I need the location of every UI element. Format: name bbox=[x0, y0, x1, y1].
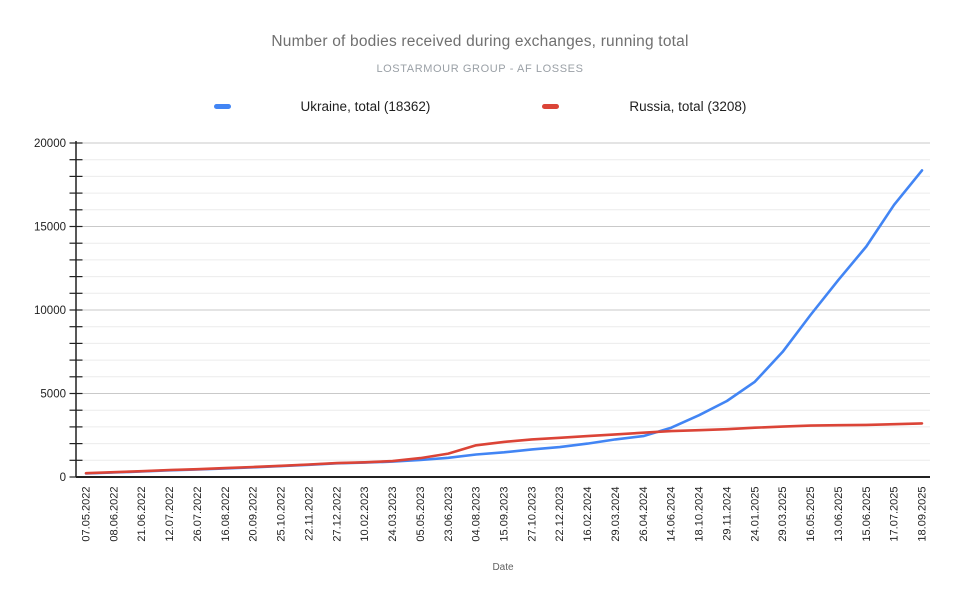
svg-text:07.05.2022: 07.05.2022 bbox=[81, 487, 93, 542]
svg-text:18.10.2024: 18.10.2024 bbox=[694, 487, 706, 542]
svg-text:27.10.2023: 27.10.2023 bbox=[526, 487, 538, 542]
legend-label-ukraine: Ukraine, total (18362) bbox=[300, 99, 431, 114]
axes bbox=[75, 141, 930, 478]
svg-text:24.01.2025: 24.01.2025 bbox=[749, 487, 761, 542]
y-axis-ticks bbox=[69, 142, 83, 478]
russia-series-line[interactable] bbox=[84, 422, 924, 475]
svg-text:26.04.2024: 26.04.2024 bbox=[638, 487, 650, 542]
svg-text:16.05.2025: 16.05.2025 bbox=[805, 487, 817, 542]
chart-subtitle: LOSTARMOUR GROUP - AF LOSSES bbox=[376, 63, 584, 75]
svg-text:10.02.2023: 10.02.2023 bbox=[359, 487, 371, 542]
ukraine-series-line[interactable] bbox=[84, 169, 924, 475]
svg-text:29.03.2025: 29.03.2025 bbox=[777, 487, 789, 542]
svg-text:20.09.2022: 20.09.2022 bbox=[248, 487, 260, 542]
y-axis-labels: 0 5000 10000 15000 20000 bbox=[34, 138, 66, 484]
legend-label-russia: Russia, total (3208) bbox=[629, 99, 747, 114]
svg-text:22.12.2023: 22.12.2023 bbox=[554, 487, 566, 542]
russia-series-marker-icon bbox=[542, 104, 560, 109]
svg-text:16.08.2022: 16.08.2022 bbox=[220, 487, 232, 542]
svg-text:08.06.2022: 08.06.2022 bbox=[108, 487, 120, 542]
svg-text:15000: 15000 bbox=[34, 222, 66, 234]
chart-legend: Ukraine, total (18362) Russia, total (32… bbox=[0, 99, 960, 114]
svg-text:15.06.2025: 15.06.2025 bbox=[861, 487, 873, 542]
ukraine-series-marker-icon bbox=[213, 104, 231, 109]
svg-text:29.03.2024: 29.03.2024 bbox=[610, 487, 622, 542]
svg-text:18.09.2025: 18.09.2025 bbox=[917, 487, 929, 542]
x-axis-labels: 07.05.2022 08.06.2022 21.06.2022 12.07.2022… bbox=[81, 486, 929, 541]
svg-text:25.10.2022: 25.10.2022 bbox=[276, 487, 288, 542]
svg-text:17.07.2025: 17.07.2025 bbox=[889, 487, 901, 542]
svg-text:27.12.2022: 27.12.2022 bbox=[331, 487, 343, 542]
svg-text:04.08.2023: 04.08.2023 bbox=[471, 486, 483, 541]
svg-text:13.06.2025: 13.06.2025 bbox=[833, 487, 845, 542]
svg-text:26.07.2022: 26.07.2022 bbox=[192, 487, 204, 542]
chart-title: Number of bodies received during exchang… bbox=[271, 33, 689, 50]
svg-text:5000: 5000 bbox=[40, 389, 66, 401]
x-axis-title: Date bbox=[492, 562, 514, 573]
svg-text:14.06.2024: 14.06.2024 bbox=[666, 487, 678, 542]
svg-text:05.05.2023: 05.05.2023 bbox=[415, 487, 427, 542]
svg-text:23.06.2023: 23.06.2023 bbox=[443, 487, 455, 542]
legend-item-ukraine[interactable]: Ukraine, total (18362) bbox=[213, 99, 431, 114]
legend-item-russia[interactable]: Russia, total (3208) bbox=[542, 99, 746, 114]
svg-text:20000: 20000 bbox=[34, 138, 66, 150]
svg-text:29.11.2024: 29.11.2024 bbox=[721, 487, 733, 541]
svg-text:10000: 10000 bbox=[34, 305, 66, 317]
svg-text:15.09.2023: 15.09.2023 bbox=[499, 487, 511, 542]
svg-text:16.02.2024: 16.02.2024 bbox=[582, 487, 594, 542]
gridlines bbox=[76, 142, 930, 461]
svg-text:21.06.2022: 21.06.2022 bbox=[136, 487, 148, 542]
svg-text:12.07.2022: 12.07.2022 bbox=[164, 487, 176, 542]
svg-text:0: 0 bbox=[60, 472, 66, 484]
svg-text:22.11.2022: 22.11.2022 bbox=[303, 487, 315, 541]
svg-text:24.03.2023: 24.03.2023 bbox=[387, 487, 399, 542]
